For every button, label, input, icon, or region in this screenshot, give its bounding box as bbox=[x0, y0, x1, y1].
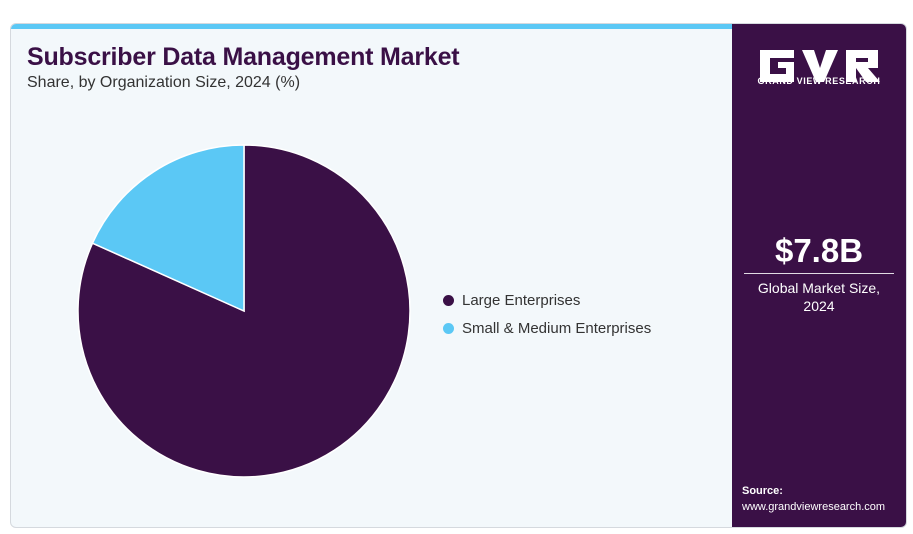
grand-view-research-logo-icon bbox=[760, 50, 880, 82]
legend-swatch-small-medium-enterprises bbox=[443, 322, 454, 334]
chart-card: Subscriber Data Management Market Share,… bbox=[10, 23, 907, 528]
chart-title: Subscriber Data Management Market bbox=[27, 43, 460, 71]
accent-top-bar bbox=[11, 24, 732, 29]
legend-label-small-medium-enterprises: Small & Medium Enterprises bbox=[462, 319, 652, 337]
market-summary-panel: GRAND VIEW RESEARCH $7.8B Global Market … bbox=[732, 24, 906, 527]
market-size-label: Global Market Size, 2024 bbox=[732, 279, 906, 315]
legend-item-large-enterprises: Large Enterprises bbox=[443, 286, 651, 314]
source-link[interactable]: www.grandviewresearch.com bbox=[742, 501, 886, 513]
stat-divider bbox=[744, 273, 894, 274]
pie-chart bbox=[77, 144, 411, 478]
legend-item-small-medium-enterprises: Small & Medium Enterprises bbox=[443, 314, 651, 342]
market-size-value: $7.8B bbox=[774, 232, 864, 269]
market-size-label-line1: Global Market Size, bbox=[757, 280, 881, 296]
legend-label-large-enterprises: Large Enterprises bbox=[462, 291, 581, 309]
chart-subtitle: Share, by Organization Size, 2024 (%) bbox=[27, 74, 301, 91]
source-label: Source: bbox=[742, 485, 783, 497]
chart-legend: Large Enterprises Small & Medium Enterpr… bbox=[443, 286, 651, 342]
pie-slice-small-medium-enterprises bbox=[91, 144, 245, 313]
logo-wordmark: GRAND VIEW RESEARCH bbox=[757, 76, 881, 86]
legend-swatch-large-enterprises bbox=[443, 294, 454, 306]
pie-slices bbox=[77, 144, 411, 478]
market-size-label-line2: 2024 bbox=[803, 298, 835, 314]
